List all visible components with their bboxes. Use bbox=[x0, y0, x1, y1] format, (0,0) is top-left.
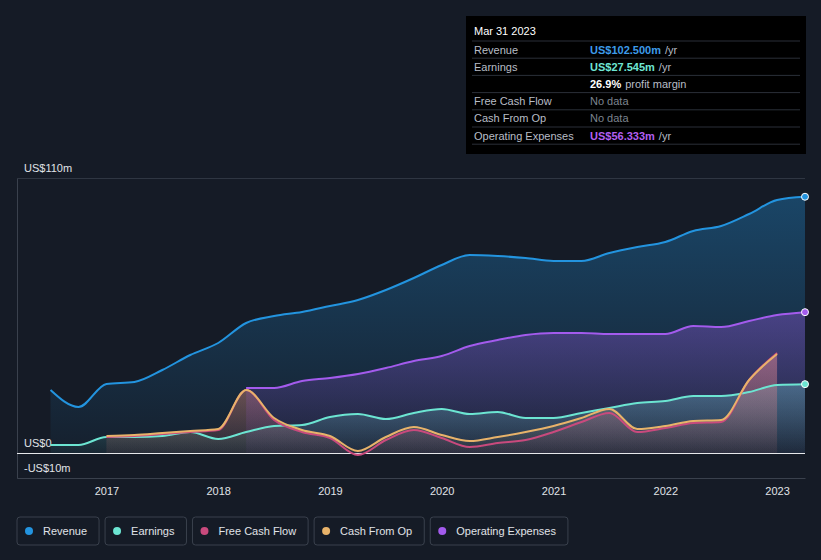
x-tick-label: 2017 bbox=[95, 485, 119, 497]
x-tick: 2017 bbox=[95, 478, 119, 497]
legend-swatch bbox=[25, 527, 33, 535]
tooltip-value: US$102.500m bbox=[590, 44, 661, 56]
legend-button[interactable] bbox=[192, 517, 308, 545]
x-tick: 2022 bbox=[654, 478, 678, 497]
legend-label: Cash From Op bbox=[340, 525, 412, 537]
legend-swatch bbox=[200, 527, 208, 535]
legend-swatch bbox=[438, 527, 446, 535]
legend-item[interactable]: Cash From Op bbox=[314, 517, 424, 545]
legend-item[interactable]: Operating Expenses bbox=[430, 517, 568, 545]
legend-item[interactable]: Earnings bbox=[105, 517, 186, 545]
tooltip-value: No data bbox=[590, 112, 629, 124]
tooltip-unit: /yr bbox=[665, 44, 678, 56]
tooltip-label: Revenue bbox=[474, 44, 518, 56]
legend-label: Earnings bbox=[131, 525, 175, 537]
tooltip-separator bbox=[472, 92, 800, 93]
tooltip-value-line: No data bbox=[590, 95, 629, 107]
legend-item[interactable]: Revenue bbox=[17, 517, 99, 545]
tooltip-unit: /yr bbox=[659, 130, 672, 142]
tooltip-label: Free Cash Flow bbox=[474, 95, 552, 107]
grid-line bbox=[17, 178, 805, 179]
x-tick: 2021 bbox=[542, 478, 566, 497]
grid-line bbox=[17, 478, 805, 479]
tooltip-separator bbox=[472, 75, 800, 76]
x-tick-label: 2023 bbox=[765, 485, 789, 497]
x-tick: 2019 bbox=[318, 478, 342, 497]
tooltip-value: No data bbox=[590, 95, 629, 107]
tooltip-box bbox=[466, 16, 806, 154]
y-tick: US$110m bbox=[17, 162, 805, 179]
x-tick: 2020 bbox=[430, 478, 454, 497]
legend-button[interactable] bbox=[105, 517, 186, 545]
tooltip-separator bbox=[472, 58, 800, 59]
y-axis-line bbox=[18, 179, 806, 479]
tooltip-separator bbox=[472, 144, 800, 145]
y-tick-label: US$0 bbox=[24, 437, 52, 449]
legend-button[interactable] bbox=[17, 517, 99, 545]
y-tick: -US$10m bbox=[17, 462, 805, 479]
legend-label: Operating Expenses bbox=[456, 525, 556, 537]
end-marker bbox=[802, 381, 809, 388]
legend-button[interactable] bbox=[314, 517, 424, 545]
tooltip-value: US$27.545m bbox=[590, 61, 655, 73]
tooltip-separator bbox=[472, 41, 800, 42]
legend-swatch bbox=[322, 527, 330, 535]
plot-area bbox=[51, 197, 805, 455]
x-tick: 2023 bbox=[765, 478, 789, 497]
series-line bbox=[51, 384, 805, 445]
tooltip-title: Mar 31 2023 bbox=[474, 25, 536, 37]
legend-label: Free Cash Flow bbox=[218, 525, 296, 537]
tooltip-value-line: US$102.500m/yr bbox=[590, 44, 678, 56]
tooltip-label: Earnings bbox=[474, 61, 518, 73]
tooltip-value: US$56.333m bbox=[590, 130, 655, 142]
tooltip-value-line: US$27.545m/yr bbox=[590, 61, 671, 73]
tooltip-value-line: 26.9% profit margin bbox=[590, 78, 686, 90]
tooltip-value: 26.9% bbox=[590, 78, 621, 90]
series-area bbox=[51, 197, 805, 453]
tooltip-label: Cash From Op bbox=[474, 112, 546, 124]
end-marker bbox=[802, 309, 809, 316]
legend-button[interactable] bbox=[430, 517, 568, 545]
legend-item[interactable]: Free Cash Flow bbox=[192, 517, 308, 545]
tooltip-unit: /yr bbox=[659, 61, 672, 73]
end-marker bbox=[802, 193, 809, 200]
series-line bbox=[106, 354, 777, 451]
tooltip-value-line: US$56.333m/yr bbox=[590, 130, 671, 142]
legend-swatch bbox=[113, 527, 121, 535]
y-axis: -US$10m US$0 US$110m bbox=[17, 162, 805, 479]
tooltip-value-line: No data bbox=[590, 112, 629, 124]
x-tick-label: 2022 bbox=[654, 485, 678, 497]
y-tick-label: US$110m bbox=[24, 162, 72, 174]
series-line bbox=[51, 197, 805, 407]
x-axis: 2017 2018 2019 2020 2021 2022 2023 bbox=[18, 478, 806, 497]
legend: Revenue Earnings Free Cash Flow Cash From O… bbox=[17, 517, 568, 545]
grid-line bbox=[17, 453, 805, 454]
x-tick-label: 2021 bbox=[542, 485, 566, 497]
y-tick-label: -US$10m bbox=[24, 462, 70, 474]
tooltip-separator bbox=[472, 109, 800, 110]
series-line bbox=[246, 312, 805, 388]
x-tick-label: 2018 bbox=[206, 485, 230, 497]
tooltip-separator bbox=[472, 127, 800, 128]
tooltip-label: Operating Expenses bbox=[474, 130, 574, 142]
x-tick-label: 2019 bbox=[318, 485, 342, 497]
tooltip-unit: profit margin bbox=[625, 78, 686, 90]
x-axis-line bbox=[18, 478, 806, 479]
series-line bbox=[106, 353, 777, 455]
x-tick: 2018 bbox=[206, 478, 230, 497]
chart: -US$10mUS$0US$110m2017201820192020202120… bbox=[0, 0, 821, 560]
tooltip: Mar 31 2023 Revenue US$102.500m/yr Earnings… bbox=[466, 16, 806, 154]
legend-label: Revenue bbox=[43, 525, 87, 537]
x-tick-label: 2020 bbox=[430, 485, 454, 497]
